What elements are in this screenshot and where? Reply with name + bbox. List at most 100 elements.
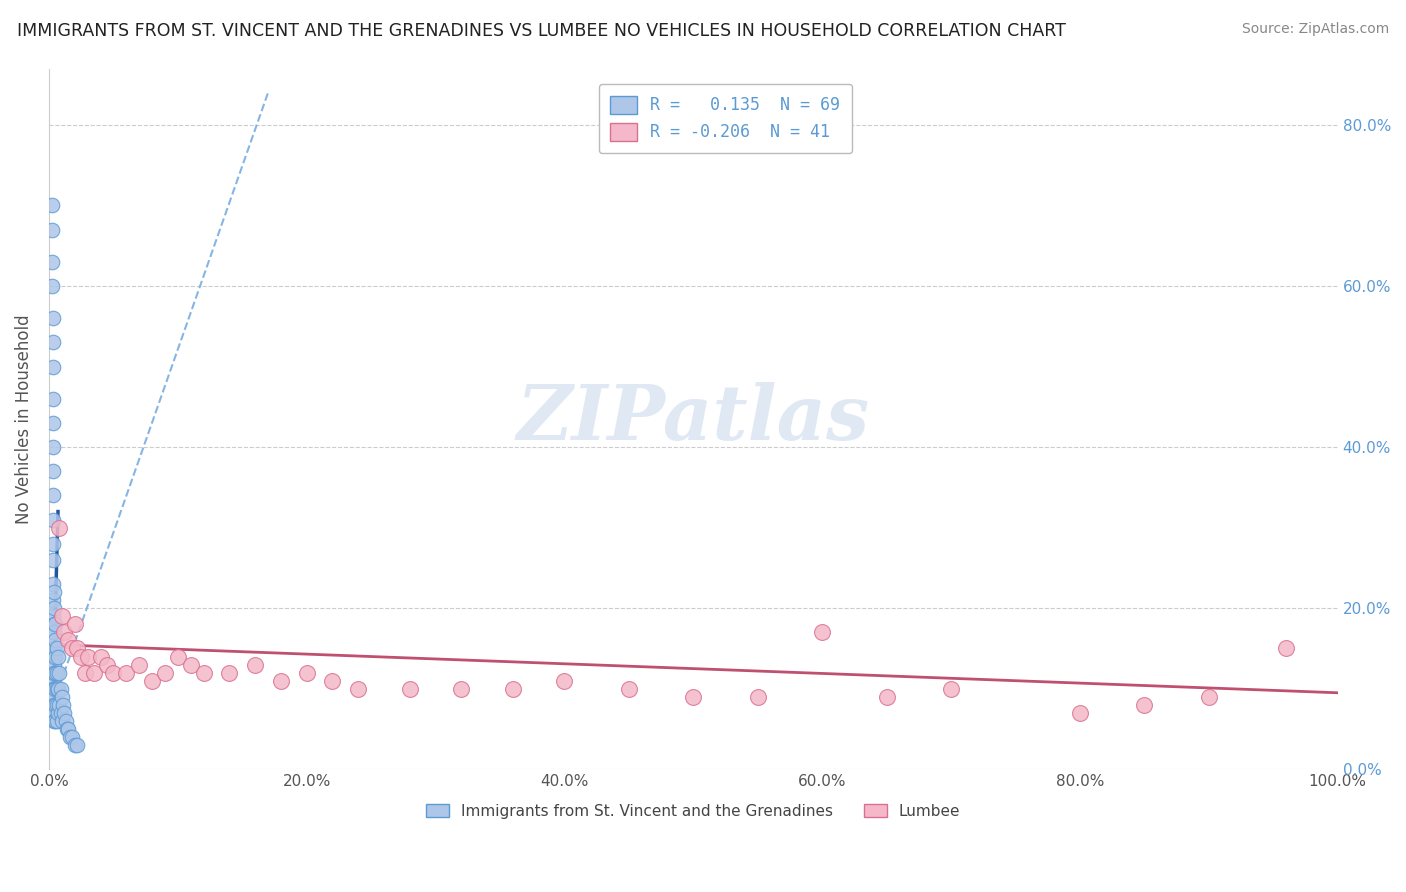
Point (58, 633, 80, 648)
Point (42, 681, 65, 696)
Point (42, 641, 65, 656)
Point (42, 601, 65, 615)
Point (42, 649, 65, 664)
Point (45, 714, 67, 728)
Point (243, 657, 266, 672)
Point (42, 359, 65, 374)
Point (83, 665, 105, 680)
Point (45, 681, 67, 696)
Point (1275, 641, 1298, 656)
Point (1198, 690, 1220, 704)
Point (66, 641, 89, 656)
Point (218, 665, 240, 680)
Point (42, 698, 65, 712)
Point (41, 198, 63, 212)
Point (42, 593, 65, 607)
Point (45, 698, 67, 712)
Point (42, 706, 65, 720)
Point (103, 665, 125, 680)
Point (76, 649, 98, 664)
Point (42, 690, 65, 704)
Point (46, 681, 69, 696)
Point (63, 738, 86, 752)
Point (45, 641, 67, 656)
Point (44, 665, 66, 680)
Text: ZIPatlas: ZIPatlas (517, 382, 870, 456)
Point (42, 585, 65, 599)
Point (70, 649, 93, 664)
Point (42, 625, 65, 640)
Point (96, 657, 118, 672)
Point (42, 311, 65, 326)
Point (42, 681, 65, 696)
Point (153, 665, 176, 680)
Point (42, 440, 65, 454)
Point (1069, 706, 1091, 720)
Point (141, 673, 163, 688)
Point (42, 690, 65, 704)
Point (42, 673, 65, 688)
Point (193, 665, 215, 680)
Point (52, 698, 75, 712)
Point (49, 706, 72, 720)
Point (42, 698, 65, 712)
Point (49, 681, 72, 696)
Point (747, 690, 769, 704)
Point (48, 698, 70, 712)
Point (51, 609, 73, 624)
Point (42, 625, 65, 640)
Point (44, 681, 66, 696)
Point (42, 392, 65, 406)
Point (44, 698, 66, 712)
Point (44, 617, 66, 632)
Point (44, 633, 66, 648)
Point (347, 681, 370, 696)
Point (876, 690, 898, 704)
Point (63, 617, 86, 632)
Point (53, 706, 76, 720)
Text: IMMIGRANTS FROM ST. VINCENT AND THE GRENADINES VS LUMBEE NO VEHICLES IN HOUSEHOL: IMMIGRANTS FROM ST. VINCENT AND THE GREN… (17, 22, 1066, 40)
Point (180, 657, 202, 672)
Point (53, 625, 76, 640)
Point (682, 690, 704, 704)
Point (56, 722, 79, 736)
Point (58, 722, 80, 736)
Point (42, 553, 65, 567)
Text: Source: ZipAtlas.com: Source: ZipAtlas.com (1241, 22, 1389, 37)
Point (42, 665, 65, 680)
Point (42, 488, 65, 502)
Point (321, 673, 343, 688)
Point (42, 665, 65, 680)
Point (450, 681, 472, 696)
Point (44, 714, 66, 728)
Point (41, 222, 63, 236)
Legend: Immigrants from St. Vincent and the Grenadines, Lumbee: Immigrants from St. Vincent and the Gren… (420, 797, 966, 825)
Point (42, 609, 65, 624)
Point (295, 665, 318, 680)
Point (58, 730, 80, 744)
Point (89, 649, 111, 664)
Point (55, 714, 77, 728)
Point (42, 335, 65, 350)
Point (44, 649, 66, 664)
Point (617, 681, 640, 696)
Y-axis label: No Vehicles in Household: No Vehicles in Household (15, 314, 32, 524)
Point (73, 665, 96, 680)
Point (42, 714, 65, 728)
Point (48, 521, 70, 535)
Point (1133, 698, 1156, 712)
Point (398, 681, 420, 696)
Point (42, 577, 65, 591)
Point (48, 665, 70, 680)
Point (939, 681, 962, 696)
Point (51, 714, 73, 728)
Point (41, 255, 63, 269)
Point (42, 416, 65, 430)
Point (42, 706, 65, 720)
Point (270, 673, 292, 688)
Point (42, 657, 65, 672)
Point (42, 464, 65, 478)
Point (42, 537, 65, 551)
Point (42, 617, 65, 632)
Point (46, 649, 69, 664)
